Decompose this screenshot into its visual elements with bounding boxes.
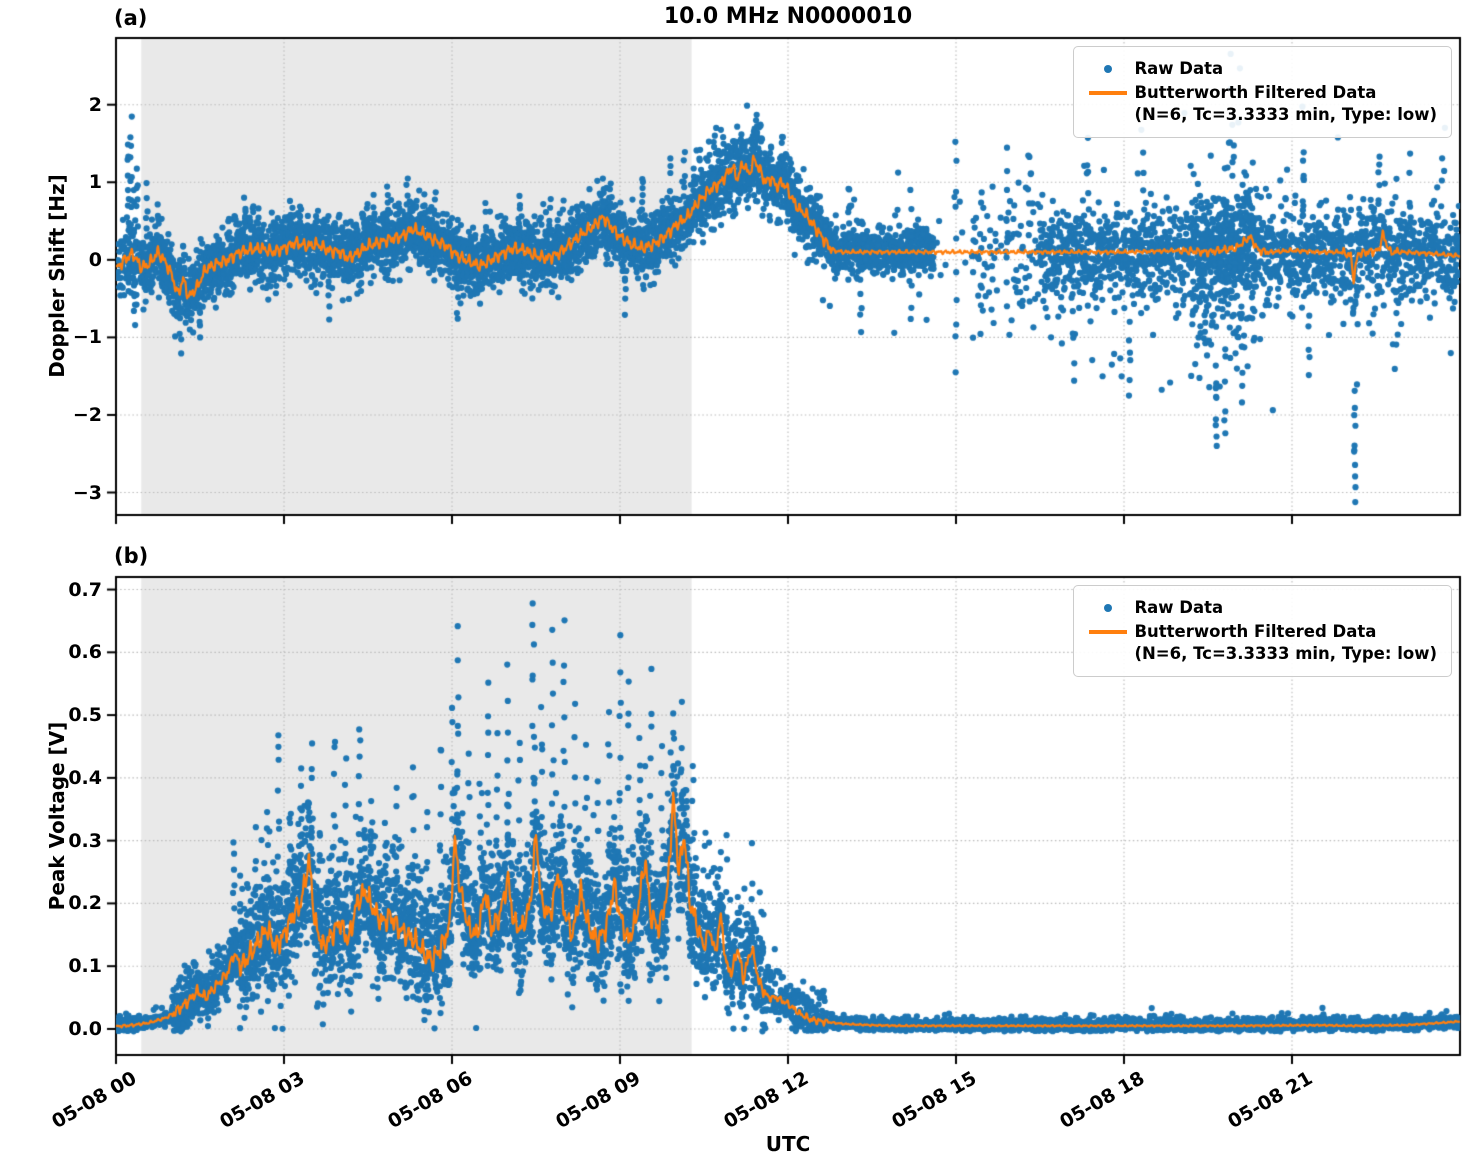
raw-data-dot-icon [1104,65,1113,73]
legend-filtered-params: (N=6, Tc=3.3333 min, Type: low) [1134,643,1437,663]
y-tick-label: 0.4 [68,766,102,789]
chart-title: 10.0 MHz N0000010 [663,4,913,29]
y-tick-label: 0.7 [68,578,102,601]
y-tick-label: −3 [72,481,102,504]
y-tick-label: 1 [88,171,102,194]
y-tick-label: 0.3 [68,829,102,852]
legend-box: Raw Data Butterworth Filtered Data (N=6, T… [1073,585,1452,677]
legend-filtered-row: Butterworth Filtered Data (N=6, Tc=3.3333… [1082,82,1437,126]
legend-filtered-name: Butterworth Filtered Data [1134,83,1377,102]
legend-filtered-row: Butterworth Filtered Data (N=6, Tc=3.3333… [1082,621,1437,665]
y-tick-label: 0.6 [68,641,102,664]
legend-raw-row: Raw Data [1082,58,1437,80]
legend-raw-label: Raw Data [1134,598,1224,617]
y-tick-label: 0.1 [68,955,102,978]
legend-raw-marker [1082,597,1134,619]
y-tick-label: −2 [72,403,102,426]
filtered-line-icon [1089,630,1128,634]
y-tick-label: 0 [88,248,102,271]
legend-raw-marker [1082,58,1134,80]
legend-filtered-label: Butterworth Filtered Data (N=6, Tc=3.3333… [1134,82,1437,126]
legend-raw-row: Raw Data [1082,597,1437,619]
voltage-axis-label: Peak Voltage [V] [45,721,69,911]
utc-axis-label: UTC [765,1132,811,1156]
panel-a-label: (a) [114,6,148,30]
legend-filtered-name: Butterworth Filtered Data [1134,622,1377,641]
legend-raw-label: Raw Data [1134,59,1224,78]
legend-box: Raw Data Butterworth Filtered Data (N=6, T… [1073,46,1452,138]
filtered-line-icon [1089,91,1128,95]
y-tick-label: 0.5 [68,704,102,727]
panel-b-label: (b) [114,544,149,568]
y-tick-label: 0.2 [68,892,102,915]
y-tick-label: 2 [88,93,102,116]
legend-filtered-params: (N=6, Tc=3.3333 min, Type: low) [1134,104,1437,124]
legend-filtered-marker [1082,621,1134,643]
y-tick-label: −1 [72,326,102,349]
legend-filtered-label: Butterworth Filtered Data (N=6, Tc=3.3333… [1134,621,1437,665]
legend-filtered-marker [1082,82,1134,104]
y-tick-label: 0.0 [68,1017,102,1040]
raw-data-dot-icon [1104,604,1113,612]
